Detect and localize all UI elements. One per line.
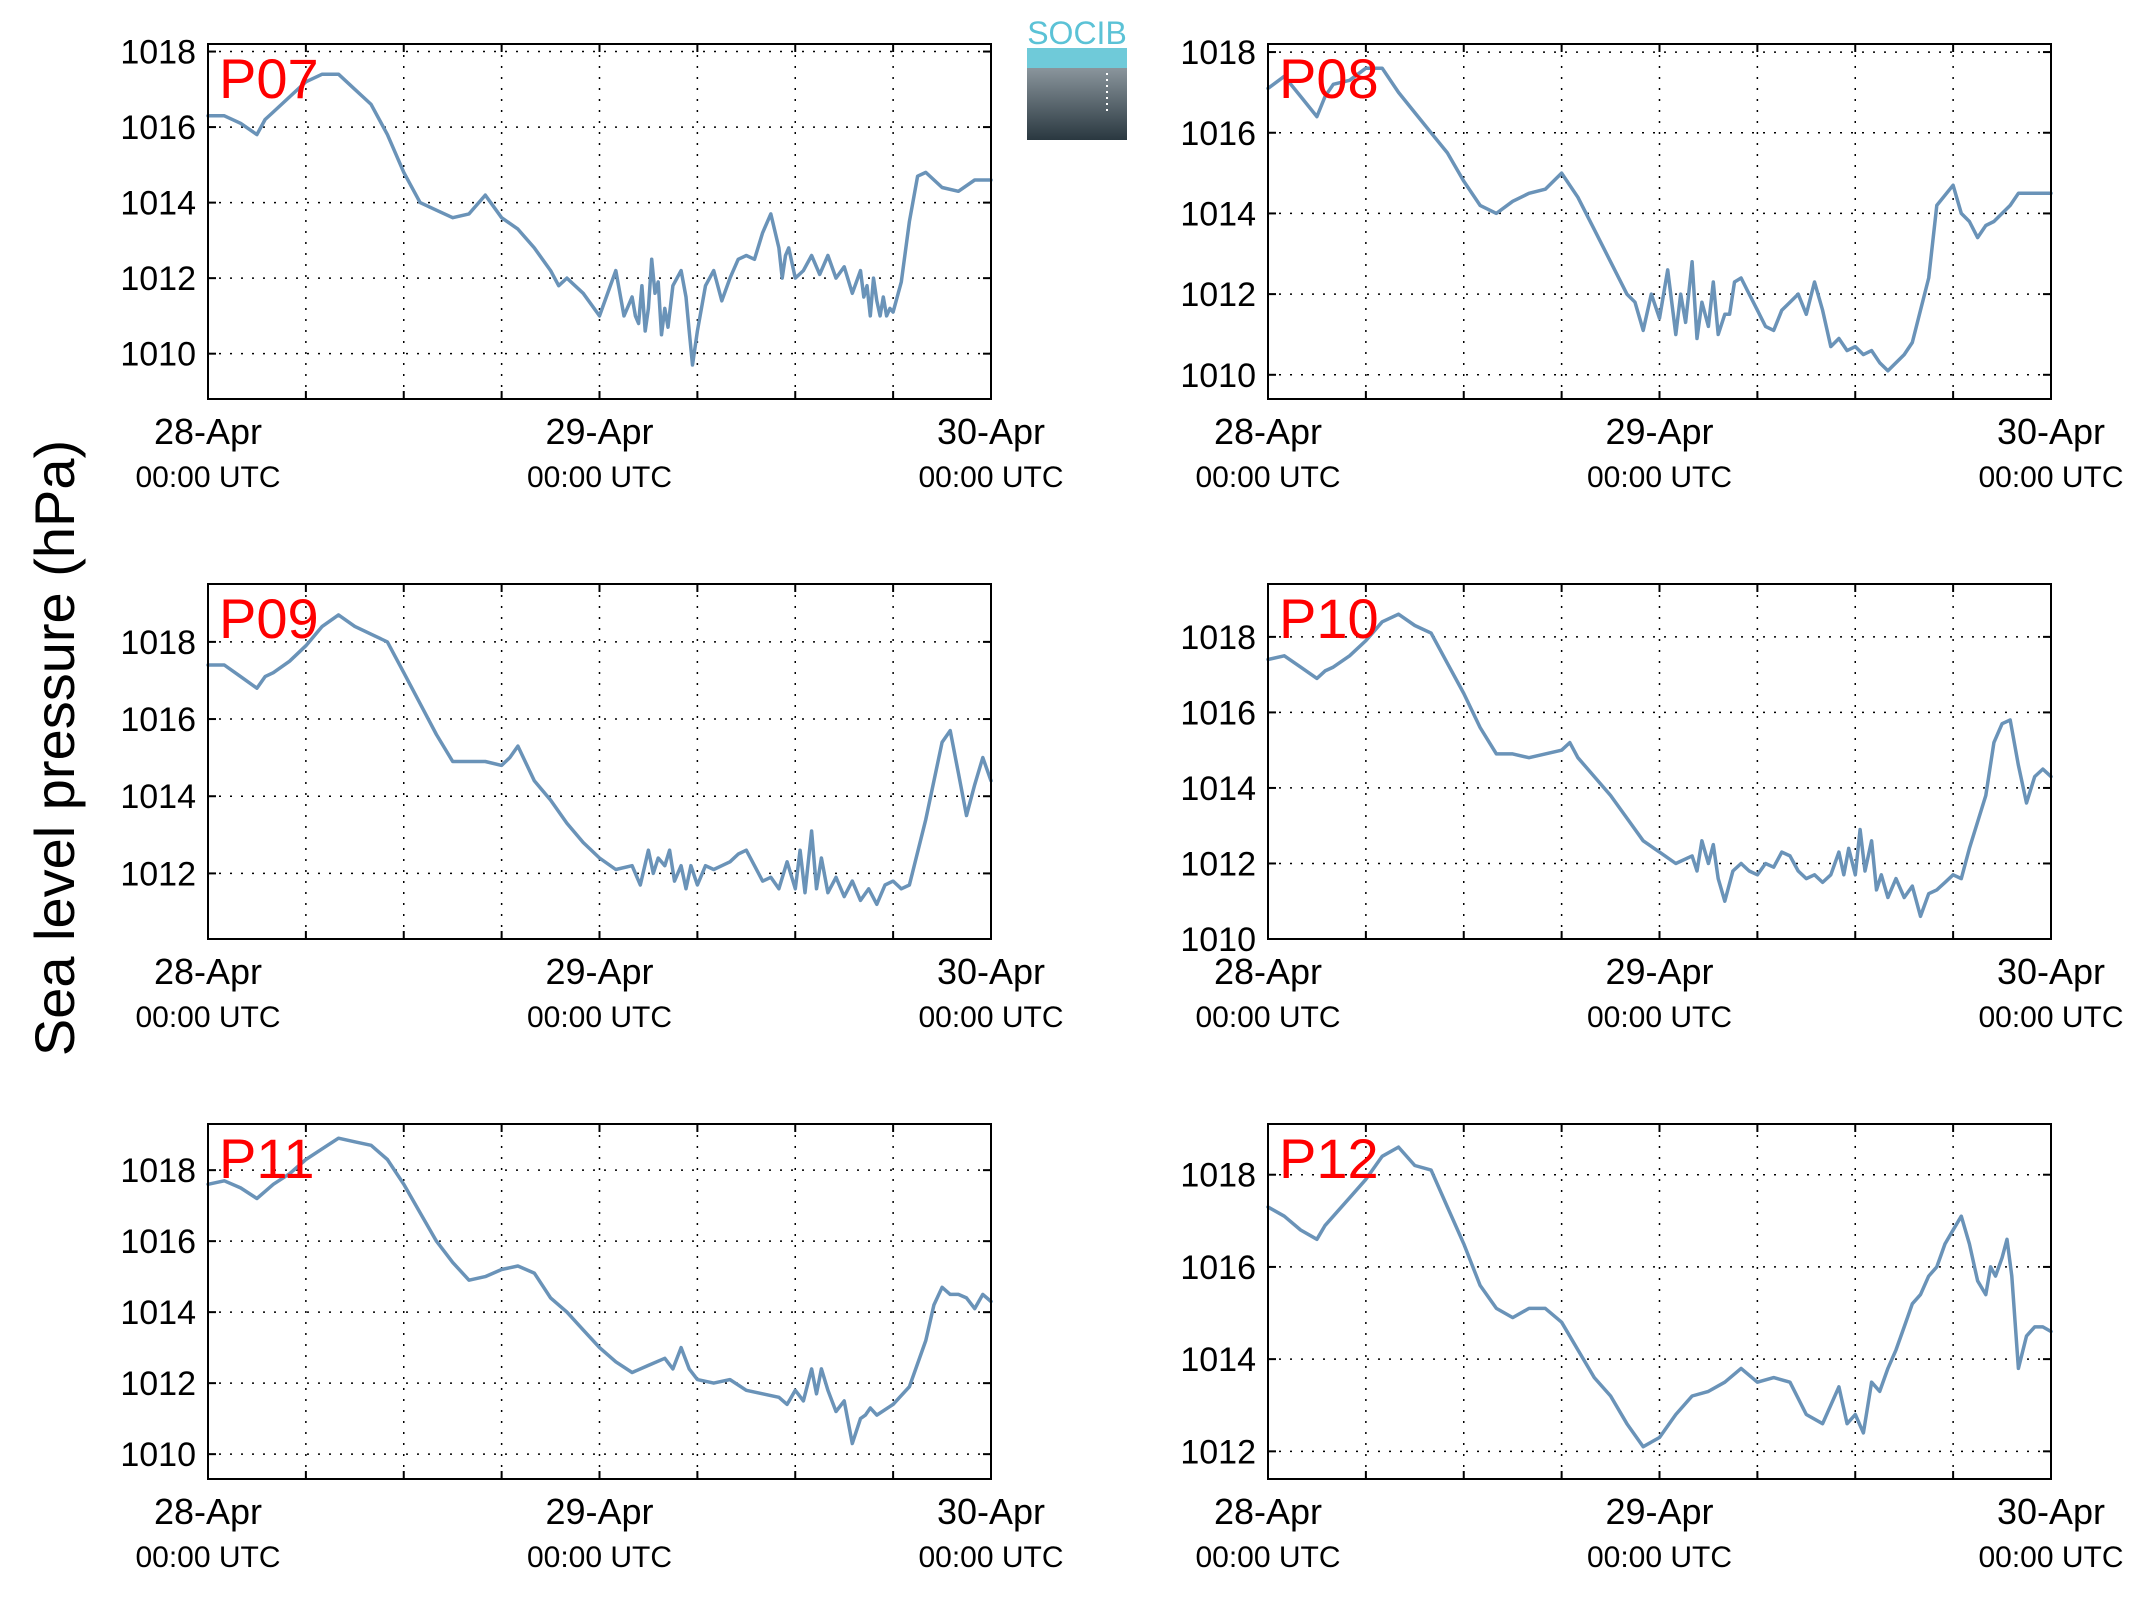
panel-label: P12 — [1279, 1127, 1379, 1190]
x-tick-label-time: 00:00 UTC — [527, 461, 672, 494]
y-tick-label: 1016 — [1180, 1249, 1256, 1287]
series-line-p09 — [206, 613, 993, 907]
y-tick-label: 1016 — [1180, 694, 1256, 732]
x-tick-label-date: 29-Apr — [1605, 1491, 1713, 1532]
y-tick-label: 1010 — [120, 1436, 196, 1474]
x-tick-label-date: 30-Apr — [1997, 411, 2105, 452]
x-tick-label-date: 29-Apr — [545, 951, 653, 992]
y-tick-label: 1016 — [120, 1223, 196, 1261]
y-tick-label: 1018 — [1180, 1157, 1256, 1195]
x-tick-label-time: 00:00 UTC — [1587, 461, 1732, 494]
x-tick-label-date: 29-Apr — [1605, 951, 1713, 992]
y-tick-label: 1012 — [120, 260, 196, 298]
x-tick-label-time: 00:00 UTC — [1978, 461, 2123, 494]
x-tick-label-time: 00:00 UTC — [1195, 461, 1340, 494]
x-tick-label-date: 29-Apr — [1605, 411, 1713, 452]
y-tick-label: 1014 — [1180, 770, 1256, 808]
y-tick-label: 1014 — [120, 778, 196, 816]
chart-panel-p10: 1010 1012 1014 1016 1018 28-Apr 00:00 UTC 29-Ap… — [1180, 583, 2124, 1034]
x-tick-label-date: 28-Apr — [1214, 951, 1322, 992]
y-tick-label: 1014 — [120, 1294, 196, 1332]
y-tick-label: 1010 — [1180, 357, 1256, 395]
y-tick-label: 1012 — [1180, 1433, 1256, 1471]
chart-panel-p09: 1012 1014 1016 1018 28-Apr 00:00 UTC 29-Apr 00:… — [120, 583, 1064, 1034]
x-tick-label-time: 00:00 UTC — [1978, 1001, 2123, 1034]
x-tick-label-time: 00:00 UTC — [1587, 1001, 1732, 1034]
x-tick-label-time: 00:00 UTC — [527, 1541, 672, 1574]
x-tick-label-date: 28-Apr — [1214, 1491, 1322, 1532]
socib-logo-block — [1027, 68, 1127, 140]
panel-label: P07 — [219, 47, 319, 110]
x-tick-label-date: 30-Apr — [1997, 951, 2105, 992]
x-tick-label-date: 30-Apr — [937, 951, 1045, 992]
x-tick-label-time: 00:00 UTC — [527, 1001, 672, 1034]
y-tick-label: 1010 — [120, 336, 196, 374]
y-tick-label: 1012 — [120, 1365, 196, 1403]
chart-panel-p08: 1010 1012 1014 1016 1018 28-Apr 00:00 UTC 29-Ap… — [1180, 34, 2123, 494]
x-tick-label-time: 00:00 UTC — [1195, 1541, 1340, 1574]
x-tick-label-time: 00:00 UTC — [918, 461, 1063, 494]
panel-label: P11 — [219, 1127, 314, 1190]
series-line-p12 — [1266, 1145, 2053, 1449]
series-line-p08 — [1266, 66, 2053, 373]
chart-panel-p07: 1010 1012 1014 1016 1018 28-Apr 00:00 UTC 29-Ap… — [120, 34, 1063, 494]
y-tick-label: 1018 — [120, 624, 196, 662]
y-tick-label: 1016 — [1180, 115, 1256, 153]
y-tick-label: 1014 — [1180, 1341, 1256, 1379]
x-tick-label-time: 00:00 UTC — [1587, 1541, 1732, 1574]
panels: 1010 1012 1014 1016 1018 28-Apr 00:00 UTC 29-Ap… — [120, 34, 2123, 1574]
x-tick-label-date: 28-Apr — [154, 951, 262, 992]
x-tick-label-time: 00:00 UTC — [135, 1541, 280, 1574]
chart-panel-p11: 1010 1012 1014 1016 1018 28-Apr 00:00 UTC 29-Ap… — [120, 1123, 1064, 1574]
x-tick-label-date: 28-Apr — [1214, 411, 1322, 452]
socib-logo-band — [1027, 48, 1127, 68]
series-line-p11 — [206, 1136, 993, 1446]
x-tick-label-time: 00:00 UTC — [135, 461, 280, 494]
y-axis-title: Sea level pressure (hPa) — [23, 440, 86, 1056]
x-tick-label-date: 29-Apr — [545, 411, 653, 452]
y-tick-label: 1016 — [120, 701, 196, 739]
series-line-p10 — [1266, 612, 2053, 919]
panel-label: P08 — [1279, 47, 1379, 110]
y-tick-label: 1018 — [1180, 619, 1256, 657]
x-tick-label-time: 00:00 UTC — [135, 1001, 280, 1034]
x-tick-label-time: 00:00 UTC — [918, 1001, 1063, 1034]
chart-panel-p12: 1012 1014 1016 1018 28-Apr 00:00 UTC 29-Apr 00:… — [1180, 1123, 2124, 1574]
y-tick-label: 1014 — [1180, 195, 1256, 233]
x-tick-label-date: 30-Apr — [937, 411, 1045, 452]
x-tick-label-date: 28-Apr — [154, 1491, 262, 1532]
y-tick-label: 1012 — [1180, 845, 1256, 883]
panel-label: P09 — [219, 587, 319, 650]
series-line-p07 — [206, 72, 993, 367]
x-tick-label-date: 29-Apr — [545, 1491, 653, 1532]
x-tick-label-time: 00:00 UTC — [1978, 1541, 2123, 1574]
y-tick-label: 1012 — [120, 855, 196, 893]
y-tick-label: 1012 — [1180, 276, 1256, 314]
x-tick-label-time: 00:00 UTC — [1195, 1001, 1340, 1034]
x-tick-label-date: 30-Apr — [937, 1491, 1045, 1532]
y-tick-label: 1018 — [1180, 34, 1256, 72]
socib-logo: SOCIB — [1027, 15, 1127, 140]
x-tick-label-time: 00:00 UTC — [918, 1541, 1063, 1574]
y-tick-label: 1016 — [120, 109, 196, 147]
x-tick-label-date: 28-Apr — [154, 411, 262, 452]
panel-label: P10 — [1279, 587, 1379, 650]
y-tick-label: 1018 — [120, 34, 196, 72]
socib-logo-text: SOCIB — [1027, 15, 1127, 51]
y-tick-label: 1014 — [120, 185, 196, 223]
y-tick-label: 1018 — [120, 1152, 196, 1190]
x-tick-label-date: 30-Apr — [1997, 1491, 2105, 1532]
y-tick-label: 1010 — [1180, 921, 1256, 959]
